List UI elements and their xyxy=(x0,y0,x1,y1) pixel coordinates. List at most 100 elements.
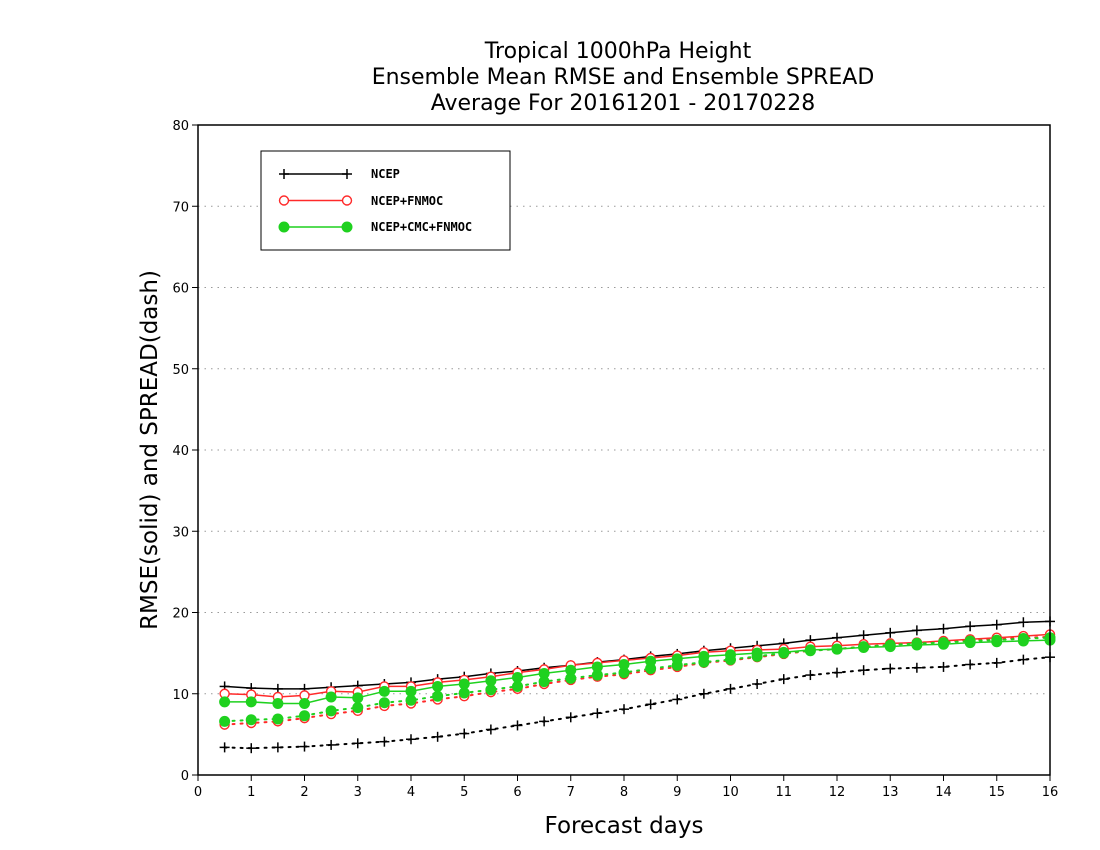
spread-point-ncep xyxy=(832,667,842,678)
x-tick-label: 14 xyxy=(935,785,952,800)
spread-point-ncep xyxy=(778,674,789,685)
x-tick-label: 4 xyxy=(407,785,415,800)
spread-point-ncep-cmc-fnmoc xyxy=(378,697,390,709)
spread-point-ncep xyxy=(299,741,310,752)
rmse-point-ncep-cmc-fnmoc xyxy=(938,638,949,650)
rmse-point-ncep-cmc-fnmoc xyxy=(804,644,816,656)
rmse-point-ncep-cmc-fnmoc xyxy=(911,639,923,651)
spread-point-ncep xyxy=(352,738,363,749)
rmse-point-ncep xyxy=(885,627,896,638)
spread-point-ncep xyxy=(805,670,816,681)
legend-item-ncep xyxy=(279,169,352,179)
title-line-3: Average For 20161201 - 20170228 xyxy=(431,91,816,116)
legend-item-ncep-fnmoc xyxy=(278,195,353,206)
rmse-point-ncep-cmc-fnmoc xyxy=(378,685,390,697)
legend-label-ncep-fnmoc: NCEP+FNMOC xyxy=(371,194,443,208)
rmse-point-ncep-cmc-fnmoc xyxy=(618,659,630,670)
y-tick-label: 50 xyxy=(172,363,189,378)
rmse-point-ncep-cmc-fnmoc xyxy=(485,675,497,687)
title-line-1: Tropical 1000hPa Height xyxy=(484,39,752,64)
spread-point-ncep xyxy=(698,688,709,699)
legend-marker-ncep-fnmoc xyxy=(278,195,290,206)
rmse-point-ncep-cmc-fnmoc xyxy=(645,655,657,667)
spread-point-ncep xyxy=(272,742,283,753)
rmse-point-ncep-cmc-fnmoc xyxy=(591,661,603,673)
rmse-point-ncep-cmc-fnmoc xyxy=(671,653,683,665)
spread-point-ncep xyxy=(512,720,523,731)
x-tick-label: 6 xyxy=(513,785,521,800)
rmse-point-ncep-cmc-fnmoc xyxy=(991,636,1003,648)
rmse-point-ncep-cmc-fnmoc xyxy=(884,641,896,653)
spread-point-ncep xyxy=(752,679,763,689)
spread-point-ncep-cmc-fnmoc xyxy=(219,715,231,727)
rmse-point-ncep-cmc-fnmoc xyxy=(725,649,736,661)
legend-item-ncep-cmc-fnmoc xyxy=(278,221,353,233)
legend-marker-ncep-fnmoc xyxy=(341,195,353,206)
series-ncep xyxy=(219,616,1055,754)
x-tick-label: 3 xyxy=(354,785,362,800)
rmse-point-ncep-cmc-fnmoc xyxy=(245,696,257,708)
spread-point-ncep xyxy=(858,665,869,676)
rmse-point-ncep-cmc-fnmoc xyxy=(432,680,444,692)
spread-point-ncep-cmc-fnmoc xyxy=(352,702,364,714)
x-tick-label: 5 xyxy=(460,785,468,800)
rmse-point-ncep-cmc-fnmoc xyxy=(219,696,231,708)
x-tick-label: 7 xyxy=(567,785,575,800)
y-tick-label: 0 xyxy=(181,769,189,784)
legend-items xyxy=(278,169,353,233)
spread-point-ncep xyxy=(326,739,337,750)
spread-point-ncep xyxy=(592,708,603,719)
legend-label-ncep: NCEP xyxy=(371,167,400,181)
y-tick-label: 80 xyxy=(172,119,189,134)
spread-point-ncep xyxy=(725,683,736,694)
x-tick-label: 16 xyxy=(1042,785,1059,800)
x-tick-label: 0 xyxy=(194,785,202,800)
spread-point-ncep xyxy=(485,724,496,735)
rmse-point-ncep xyxy=(858,630,869,641)
legend-marker-ncep xyxy=(279,169,289,179)
spread-point-ncep xyxy=(885,663,896,674)
spread-point-ncep xyxy=(565,712,576,723)
y-tick-label: 20 xyxy=(172,607,189,622)
legend-label-ncep-cmc-fnmoc: NCEP+CMC+FNMOC xyxy=(371,220,472,234)
spread-point-ncep xyxy=(379,736,390,747)
rmse-point-ncep-cmc-fnmoc xyxy=(698,650,710,662)
rmse-point-ncep-cmc-fnmoc xyxy=(831,643,843,655)
rmse-point-ncep xyxy=(991,619,1002,630)
x-tick-label: 13 xyxy=(882,785,899,800)
y-tick-label: 40 xyxy=(172,444,189,459)
x-tick-label: 2 xyxy=(300,785,308,800)
x-tick-label: 8 xyxy=(620,785,628,800)
rmse-point-ncep-cmc-fnmoc xyxy=(299,698,310,709)
x-tick-label: 1 xyxy=(247,785,255,800)
spread-point-ncep-cmc-fnmoc xyxy=(432,690,444,702)
rmse-point-ncep-cmc-fnmoc xyxy=(272,698,284,709)
rmse-point-ncep xyxy=(911,625,922,636)
spread-point-ncep xyxy=(938,661,949,672)
spread-line-ncep-fnmoc xyxy=(223,635,1051,726)
y-tick-label: 10 xyxy=(172,688,189,703)
spread-point-ncep xyxy=(459,728,470,739)
x-tick-label: 15 xyxy=(988,785,1005,800)
y-tick-label: 70 xyxy=(172,200,189,215)
title-line-2: Ensemble Mean RMSE and Ensemble SPREAD xyxy=(372,65,875,90)
legend-marker-ncep-cmc-fnmoc xyxy=(341,221,353,233)
legend: NCEP NCEP+FNMOC NCEP+CMC+FNMOC xyxy=(260,150,511,251)
legend-marker-ncep-cmc-fnmoc xyxy=(278,221,290,233)
rmse-point-ncep-cmc-fnmoc xyxy=(964,637,976,649)
spread-point-ncep-cmc-fnmoc xyxy=(325,705,337,717)
spread-point-ncep xyxy=(619,704,629,715)
spread-point-ncep-cmc-fnmoc xyxy=(299,710,310,722)
rmse-point-ncep-cmc-fnmoc xyxy=(751,647,763,659)
rmse-point-ncep-cmc-fnmoc xyxy=(858,641,870,653)
rmse-point-ncep-cmc-fnmoc xyxy=(458,678,470,690)
x-tick-label: 9 xyxy=(673,785,681,800)
x-axis-label: Forecast days xyxy=(545,813,704,839)
series-ncep-cmc-fnmoc xyxy=(219,632,1056,727)
rmse-point-ncep-cmc-fnmoc xyxy=(1017,635,1029,647)
spread-point-ncep xyxy=(965,659,976,670)
x-tick-label: 12 xyxy=(829,785,846,800)
rmse-point-ncep xyxy=(1018,617,1029,628)
